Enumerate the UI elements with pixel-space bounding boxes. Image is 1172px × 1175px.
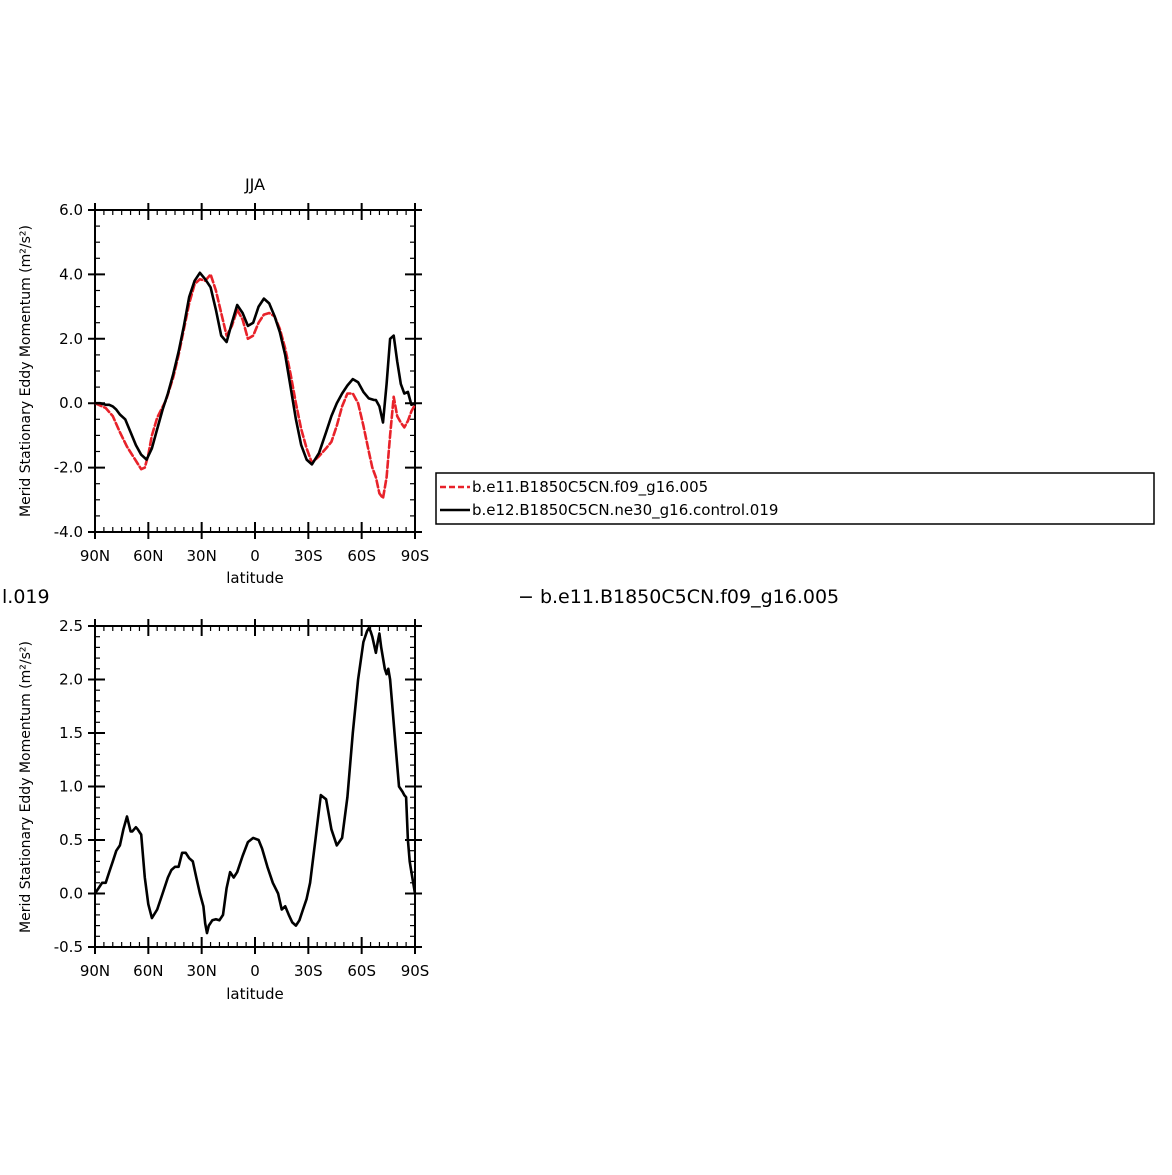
lower-x-tick-label: 90S	[401, 962, 430, 980]
legend-label-0: b.e11.B1850C5CN.f09_g16.005	[472, 478, 708, 497]
partial-case-title: l.019	[2, 586, 50, 608]
upper-series-line-0	[93, 273, 417, 500]
lower-x-tick-label: 90N	[80, 962, 110, 980]
upper-y-tick-label: 4.0	[59, 265, 83, 283]
upper-x-tick-label: 90N	[80, 547, 110, 565]
upper-x-axis-label: latitude	[226, 569, 284, 587]
upper-x-tick-label: 0	[250, 547, 260, 565]
legend-box	[435, 472, 1155, 525]
upper-y-tick-label: 0.0	[59, 394, 83, 412]
lower-panel: 90N 60N 30N 0 30S 60S 90S -0.5 0.0 0.5 1.0 1.5 2.0 2.…	[18, 617, 429, 1003]
upper-y-tick-label: -2.0	[54, 459, 83, 477]
upper-y-axis-label: Merid Stationary Eddy Momentum (m²/s²)	[18, 225, 34, 517]
difference-title: − b.e11.B1850C5CN.f09_g16.005	[518, 586, 839, 608]
lower-series-lines	[93, 626, 417, 935]
legend-label-1: b.e12.B1850C5CN.ne30_g16.control.019	[472, 501, 778, 520]
upper-plot-frame	[94, 209, 416, 533]
lower-y-tick-label: 1.0	[59, 778, 83, 796]
lower-series-line-0	[93, 626, 417, 935]
lower-ticks	[88, 619, 422, 954]
upper-tick-labels: 90N 60N 30N 0 30S 60S 90S -4.0 -2.0 0.0 2.0 4.0 6.0	[54, 201, 430, 565]
lower-plot-frame	[94, 625, 416, 948]
legend: b.e11.B1850C5CN.f09_g16.005 b.e12.B1850C…	[435, 472, 1155, 525]
upper-y-tick-label: 2.0	[59, 330, 83, 348]
lower-y-tick-label: 0.5	[59, 831, 83, 849]
upper-y-tick-label: -4.0	[54, 523, 83, 541]
upper-x-tick-label: 60S	[347, 547, 376, 565]
lower-x-tick-label: 0	[250, 962, 260, 980]
upper-series-line-1	[93, 271, 417, 466]
upper-x-tick-label: 60N	[133, 547, 163, 565]
upper-x-tick-label: 90S	[401, 547, 430, 565]
upper-y-tick-label: 6.0	[59, 201, 83, 219]
upper-panel-title: JJA	[244, 175, 265, 194]
upper-x-tick-label: 30N	[187, 547, 217, 565]
upper-panel: JJA 90N 60N 30N 0 30S 60S 90S -4.0 -2.0 0.0 2.0 4.0…	[18, 175, 429, 587]
lower-y-tick-label: -0.5	[54, 938, 83, 956]
upper-x-tick-label: 30S	[294, 547, 323, 565]
lower-y-tick-label: 2.0	[59, 671, 83, 689]
upper-series-lines	[93, 271, 417, 500]
lower-y-axis-label: Merid Stationary Eddy Momentum (m²/s²)	[18, 641, 34, 933]
lower-y-tick-label: 0.0	[59, 885, 83, 903]
lower-y-tick-label: 1.5	[59, 724, 83, 742]
lower-x-tick-label: 30N	[187, 962, 217, 980]
upper-ticks	[88, 203, 422, 539]
lower-x-tick-label: 60S	[347, 962, 376, 980]
lower-x-tick-label: 30S	[294, 962, 323, 980]
lower-y-tick-label: 2.5	[59, 617, 83, 635]
lower-tick-labels: 90N 60N 30N 0 30S 60S 90S -0.5 0.0 0.5 1.0 1.5 2.0 2.…	[54, 617, 430, 980]
lower-x-axis-label: latitude	[226, 985, 284, 1003]
lower-x-tick-label: 60N	[133, 962, 163, 980]
